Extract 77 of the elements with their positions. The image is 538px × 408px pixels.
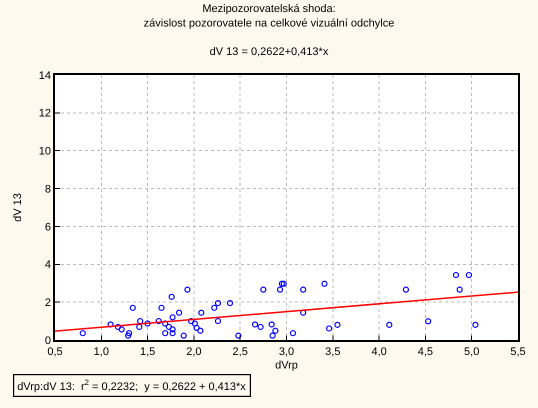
y-tick-label: 2 [44,296,52,309]
point [425,318,432,324]
point [125,332,132,339]
point [402,286,410,293]
x-tick-label: 5,0 [464,346,480,358]
x-tick-label: 5,5 [510,346,526,358]
point [270,332,276,339]
point [252,321,258,328]
point [118,326,125,332]
point [197,328,204,334]
point [260,286,266,293]
point [126,330,132,336]
point [276,286,284,293]
chart-title: Mezipozorovatelská shoda: závislost pozorovatele na celkové vizuální odchylce [144,3,394,30]
point [300,286,306,293]
point [136,324,142,330]
point [290,330,296,336]
point [257,324,264,330]
x-tick-label: 4,0 [371,346,387,358]
point [162,320,168,327]
point [235,332,242,339]
point [280,280,287,287]
x-tick-label: 2,0 [186,346,202,358]
point [156,318,162,324]
y-tick-label: 4 [44,259,52,272]
point [214,300,222,306]
point [268,321,275,328]
x-axis-title: dVrp [275,360,298,372]
y-tick-label: 6 [44,221,52,234]
x-tick-label: 4,5 [418,346,434,358]
x-tick-label: 1,5 [140,346,156,358]
point [107,321,114,328]
point [176,310,182,316]
point [170,330,176,336]
point [158,304,165,311]
text: dVrp:dV 13: r$^{2}$ = 0,2232; y = 0,2622 + 0,413*x [17,378,246,393]
chart-subtitle: dV 13 = 0,2622+0,413*x [210,46,329,58]
point [278,280,285,287]
y-tick-label: 12 [38,108,52,120]
point [194,324,200,331]
point [130,304,136,311]
point [192,320,198,327]
point [466,272,472,278]
point [326,325,332,332]
point [334,322,341,328]
y-axis-title: dV 13 [12,193,24,222]
x-tick-label: 3,0 [278,346,294,358]
point [168,294,175,300]
point [170,326,176,332]
point [214,318,222,324]
point [166,324,172,330]
x-tick-label: 3,5 [325,346,340,358]
y-tick-label: 14 [38,70,52,82]
point [321,280,328,287]
point [184,286,191,293]
point [386,322,392,328]
x-tick-label: 0,5 [47,346,63,358]
point [170,314,176,320]
point [144,320,151,327]
point [180,332,187,339]
point [198,310,204,316]
point [226,300,234,306]
point [472,322,478,328]
point [456,286,463,293]
point [272,328,278,334]
point [188,318,194,324]
point [114,324,122,330]
point [211,304,218,311]
point [137,318,144,324]
y-tick-label: 8 [44,183,52,196]
x-tick-label: 2,5 [232,346,248,358]
y-tick-label: 0 [44,334,52,347]
y-tick-label: 10 [38,146,52,158]
point [162,330,168,336]
x-tick-label: 1,0 [94,346,109,358]
point [80,330,86,336]
point [452,272,460,278]
